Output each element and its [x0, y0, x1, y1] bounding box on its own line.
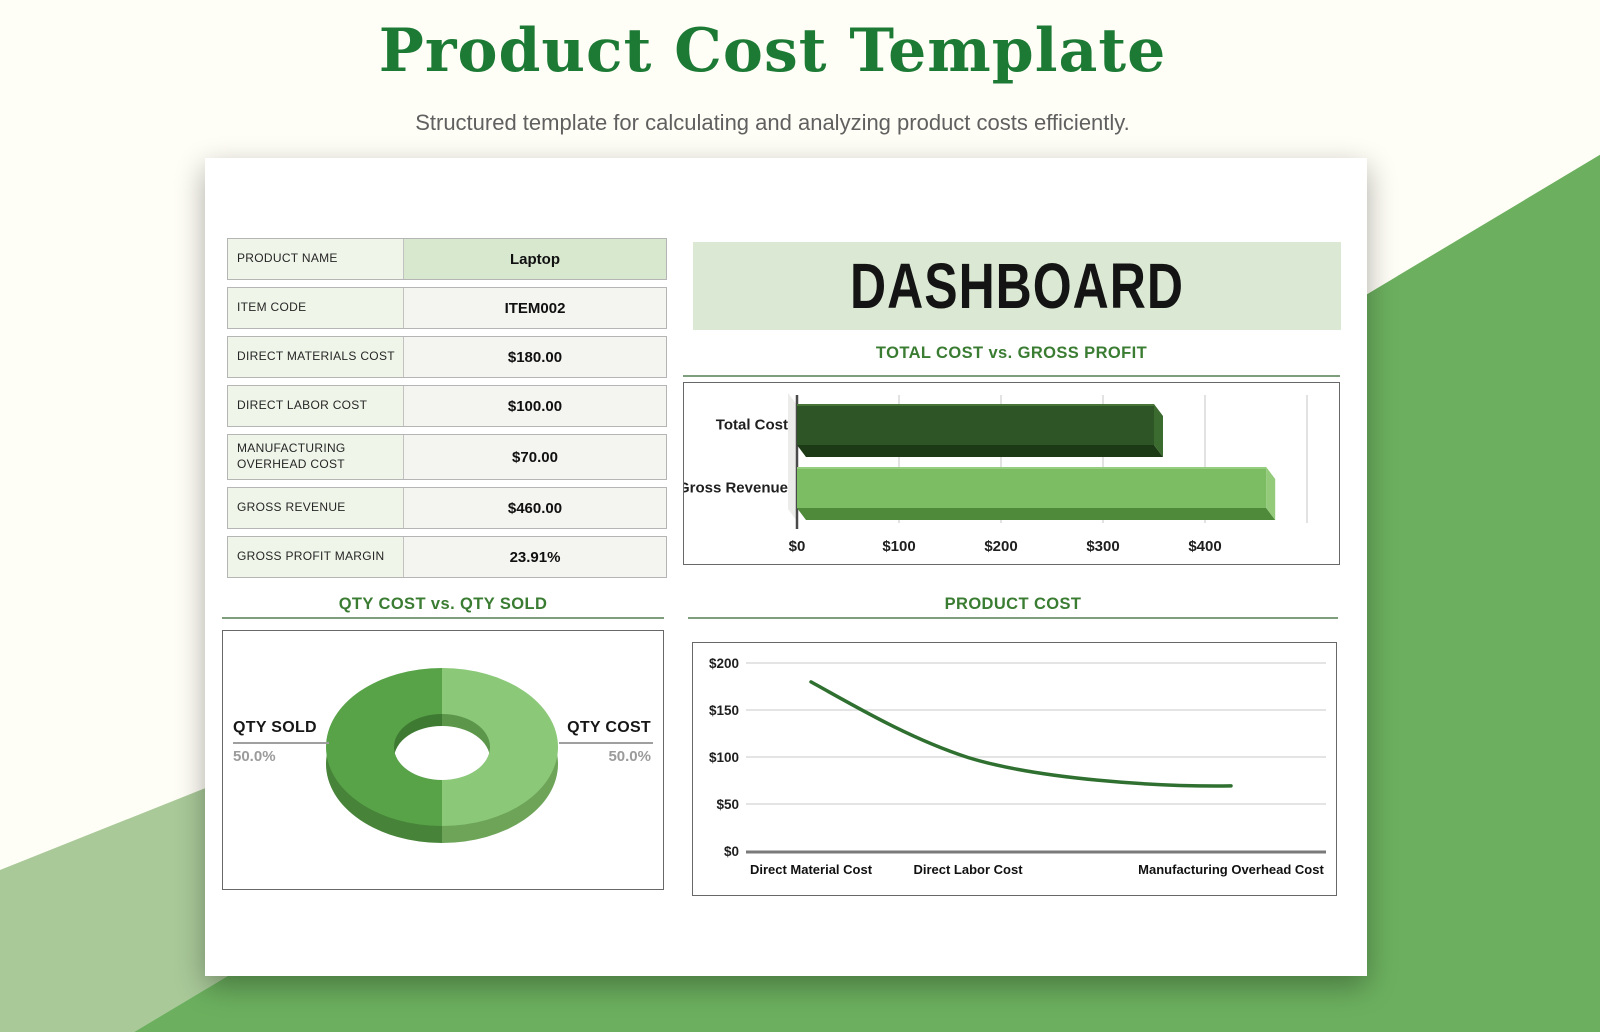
donut-percent-qty-cost: 50.0% [608, 748, 651, 765]
svg-text:$200: $200 [709, 656, 739, 671]
row-value: ITEM002 [504, 299, 566, 317]
row-value: $180.00 [507, 348, 563, 366]
svg-text:$0: $0 [789, 538, 806, 555]
donut-leader-line-left [233, 742, 329, 744]
row-value: 23.91% [509, 548, 561, 566]
svg-text:Total Cost: Total Cost [716, 417, 788, 434]
donut-chart: QTY SOLD 50.0% QTY COST 50.0% [222, 630, 664, 890]
row-label: DIRECT MATERIALS COST [228, 337, 404, 377]
svg-text:$100: $100 [882, 538, 915, 555]
line-chart-svg: $200 $150 $100 $50 $0 Direct Material Cost Dir… [709, 656, 1326, 877]
svg-text:$50: $50 [716, 797, 739, 812]
row-label: MANUFACTURING OVERHEAD COST [228, 435, 404, 479]
svg-text:$150: $150 [709, 703, 739, 718]
svg-text:Direct Material Cost: Direct Material Cost [750, 862, 873, 877]
bar-chart-title: TOTAL COST vs. GROSS PROFIT [875, 344, 1148, 362]
table-row: DIRECT LABOR COST $100.00 [227, 385, 667, 427]
table-row: GROSS REVENUE $460.00 [227, 487, 667, 529]
bar-chart-title-rule [683, 375, 1340, 377]
row-label: DIRECT LABOR COST [228, 386, 404, 426]
row-value: $460.00 [507, 499, 563, 517]
donut-label-qty-sold: QTY SOLD [233, 719, 317, 736]
table-row: PRODUCT NAME Laptop [227, 238, 667, 280]
svg-text:$400: $400 [1188, 538, 1221, 555]
line-chart-title-rule [688, 617, 1338, 619]
table-row: MANUFACTURING OVERHEAD COST $70.00 [227, 434, 667, 480]
svg-text:Gross Revenue: Gross Revenue [684, 480, 788, 497]
donut-chart-title: QTY COST vs. QTY SOLD [338, 595, 548, 613]
bar-chart-svg: Total Cost Gross Revenue $0 $100 $200 $300 $40… [684, 393, 1308, 555]
line-chart-title: PRODUCT COST [944, 595, 1082, 613]
row-label: GROSS PROFIT MARGIN [228, 537, 404, 577]
row-value: Laptop [404, 239, 666, 279]
page-title: Product Cost Template [378, 16, 1167, 86]
svg-text:Direct Labor Cost: Direct Labor Cost [913, 862, 1023, 877]
dashboard-banner: DASHBOARD [693, 242, 1341, 330]
product-cost-table: PRODUCT NAME Laptop ITEM CODE ITEM002 DIRECT… [227, 238, 667, 585]
svg-text:Manufacturing Overhead Cost: Manufacturing Overhead Cost [1138, 862, 1324, 877]
donut-chart-svg [326, 668, 558, 843]
svg-text:$200: $200 [984, 538, 1017, 555]
row-label: ITEM CODE [228, 288, 404, 328]
svg-text:$100: $100 [709, 750, 739, 765]
row-label: PRODUCT NAME [228, 239, 404, 279]
donut-percent-qty-sold: 50.0% [233, 748, 276, 765]
template-card: PRODUCT NAME Laptop ITEM CODE ITEM002 DIRECT… [205, 158, 1367, 976]
bar-chart: Total Cost Gross Revenue $0 $100 $200 $300 $40… [683, 382, 1340, 565]
line-chart: $200 $150 $100 $50 $0 Direct Material Cost Dir… [692, 642, 1337, 896]
svg-text:$0: $0 [724, 844, 739, 859]
svg-text:$300: $300 [1086, 538, 1119, 555]
donut-chart-title-rule [222, 617, 664, 619]
donut-label-qty-cost: QTY COST [567, 719, 651, 736]
row-value: $100.00 [507, 397, 563, 415]
page-subtitle: Structured template for calculating and … [415, 110, 1130, 135]
donut-leader-line-right [559, 742, 653, 744]
table-row: GROSS PROFIT MARGIN 23.91% [227, 536, 667, 578]
table-row: DIRECT MATERIALS COST $180.00 [227, 336, 667, 378]
row-value: $70.00 [512, 448, 558, 466]
row-label: GROSS REVENUE [228, 488, 404, 528]
table-row: ITEM CODE ITEM002 [227, 287, 667, 329]
dashboard-banner-text: DASHBOARD [850, 250, 1184, 322]
